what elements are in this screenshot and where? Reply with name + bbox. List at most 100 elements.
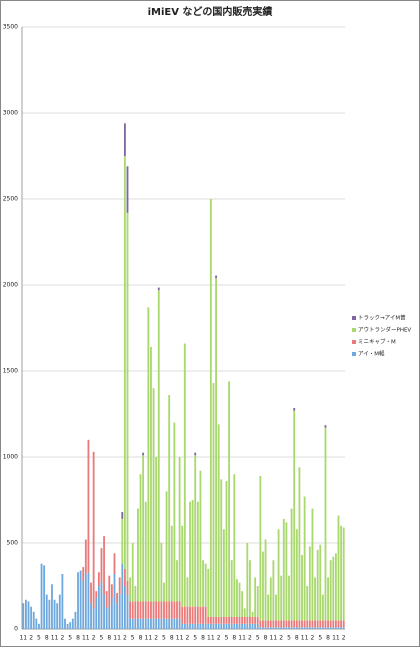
bar-segment [84,539,87,574]
bar-segment [290,620,293,628]
bar-segment [58,594,61,629]
x-tick-label: 2 [248,635,252,642]
bar-segment [340,525,343,621]
bar-segment [277,627,280,629]
x-tick-label: 5 [193,635,197,642]
bar-segment [269,627,272,629]
bar-segment [100,582,103,629]
bar-segment [194,606,197,624]
bar-segment [308,546,311,621]
bar-segment [267,627,270,629]
bar-segment [155,601,158,619]
bar-segment [220,616,223,624]
bar-segment [324,627,327,629]
bar-segment [90,603,92,629]
bar-segment [181,525,184,607]
bar-segment [51,584,53,629]
x-tick-label: 5 [287,635,291,642]
bar-segment [251,611,254,617]
bar-segment [272,620,275,628]
bar-segment [97,572,100,586]
bar-segment [243,608,246,617]
bar-segment [222,529,225,617]
x-tick-label: 2 [279,635,283,642]
bar-segment [92,608,95,629]
bar-segment [290,627,293,629]
bar-segment [303,627,306,629]
x-tick-label: 8 [170,635,174,642]
bar-segment [165,491,168,602]
bar-segment [332,627,335,629]
bar-segment [311,508,314,621]
x-tick-label: 8 [107,635,111,642]
x-tick-label: 5 [256,635,260,642]
bar-segment [212,616,215,624]
bar-segment [186,577,189,607]
bar-segment [262,620,264,628]
bar-segment [337,620,340,628]
bar-segment [45,594,48,629]
bar-segment [342,627,345,629]
bar-segment [170,601,173,619]
bar-segment [160,618,163,629]
bar-segment [293,407,296,411]
bar-segment [181,623,184,629]
bar-segment [342,620,345,628]
legend-label: アウトランダーPHEV [358,326,411,334]
x-tick-label: 8 [76,635,80,642]
bar-segment [235,616,238,624]
bar-segment [233,623,236,629]
bar-segment [238,616,241,624]
bar-segment [316,549,319,621]
bar-segment [150,601,152,619]
bar-segment [110,598,113,629]
x-tick-label: 2 [123,635,127,642]
legend-swatch [352,352,356,356]
bar-segment [108,606,111,629]
bar-segment [157,618,160,629]
bar-segment [152,618,155,629]
bar-segment [202,560,204,607]
bar-segment [249,560,251,617]
bar-segment [230,616,233,624]
x-tick-label: 8 [295,635,299,642]
bar-segment [212,383,215,617]
bar-segment [53,599,56,629]
bar-segment [150,346,152,602]
bar-segment [243,623,246,629]
bar-segment [189,606,191,624]
bar-segment [329,620,332,628]
bar-segment [207,623,210,629]
bar-segment [306,627,309,629]
bar-segment [267,594,270,621]
bar-segment [87,439,90,573]
x-tick-label: 11 [82,635,90,642]
bar-segment [282,518,285,621]
bar-segment [230,560,233,617]
bar-segment [134,586,137,602]
bar-segment [228,623,231,629]
x-tick-label: 11 [301,635,309,642]
bar-segment [220,479,223,617]
bar-segment [189,623,191,629]
bar-segment [157,601,160,619]
bar-segment [126,166,129,213]
bar-segment [64,618,66,629]
bar-segment [303,496,306,621]
bar-segment [131,543,134,602]
bar-segment [150,618,152,629]
bar-segment [327,620,329,628]
bar-segment [199,470,202,607]
bar-segment [157,287,160,291]
x-tick-label: 5 [225,635,229,642]
bar-segment [306,586,309,621]
bar-segment [269,620,272,628]
x-tick-label: 11 [145,635,153,642]
bar-segment [282,620,285,628]
bar-segment [176,618,178,629]
bar-segment [209,199,212,617]
bar-segment [126,594,129,629]
bar-segment [144,601,147,619]
bar-segment [113,553,116,574]
bar-segment [324,427,327,621]
